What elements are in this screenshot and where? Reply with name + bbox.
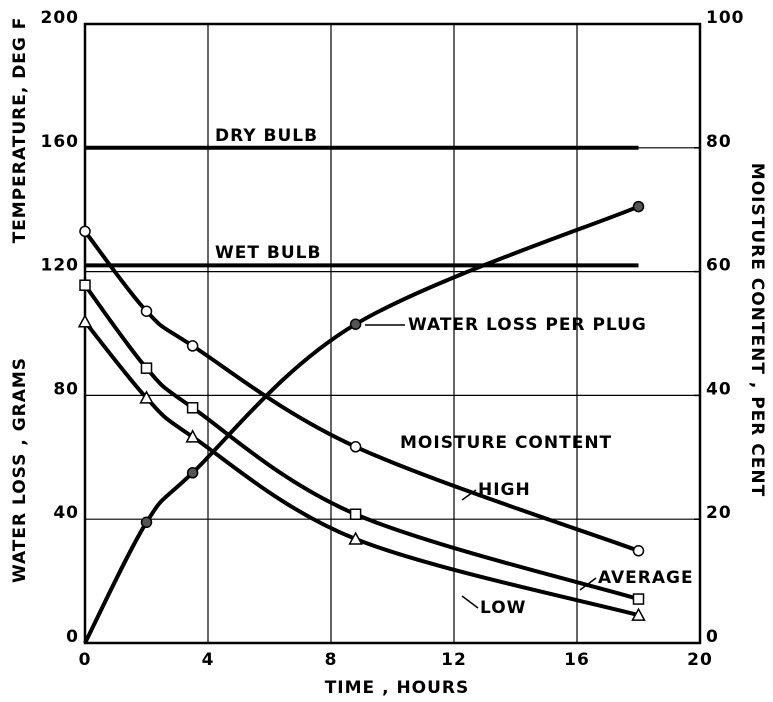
series-label: DRY BULB [215,126,318,146]
y2-tick-label: 80 [706,132,732,152]
marker [186,467,199,479]
marker [632,200,645,213]
line [83,320,640,618]
series-label: LOW [480,598,526,618]
x-tick-label: 20 [687,650,713,670]
y2-tick-label: 60 [706,256,732,276]
y-tick-label: 0 [66,627,79,647]
annotation: MOISTURE CONTENT [400,433,612,453]
y2-tick-label: 0 [706,627,719,647]
leader [579,577,597,591]
x-tick-label: 4 [202,650,215,670]
x-tick-label: 8 [325,650,338,670]
y2-tick-label: 40 [706,379,732,399]
marker [349,318,362,330]
y-axis-label: TEMPERATURE, DEG F [10,17,30,244]
marker [185,429,200,443]
y-tick-label: 80 [53,379,79,399]
marker [186,402,199,414]
x-tick-label: 16 [564,650,590,670]
marker [186,340,199,352]
plot-frame [83,22,702,645]
marker [139,390,154,404]
y-axis-label: WATER LOSS , GRAMS [10,357,30,583]
marker [632,593,645,605]
y2-axis-label: MOISTURE CONTENT , PER CENT [747,163,767,497]
marker [140,516,153,529]
y-tick-label: 200 [41,8,80,28]
series-label: WET BULB [215,243,321,263]
marker [140,305,153,317]
leader [461,595,479,609]
x-axis-label: TIME , HOURS [325,678,470,698]
series-label: AVERAGE [598,568,694,588]
series-label: WATER LOSS PER PLUG [408,315,647,335]
y-tick-label: 160 [41,132,80,152]
y-tick-label: 40 [53,503,79,523]
y-tick-label: 120 [41,256,80,276]
marker [349,508,362,520]
line [83,230,640,553]
marker [79,225,91,238]
marker [349,441,362,453]
line [83,284,640,601]
leader [461,489,477,501]
series-label: HIGH [478,480,531,500]
x-tick-label: 12 [441,650,467,670]
marker [77,314,93,328]
y2-tick-label: 20 [706,503,732,523]
marker [632,545,645,557]
marker [348,531,363,545]
y2-tick-label: 100 [706,8,745,28]
marker [631,607,646,621]
marker [79,279,91,291]
x-tick-label: 0 [79,650,92,670]
marker [140,362,153,374]
